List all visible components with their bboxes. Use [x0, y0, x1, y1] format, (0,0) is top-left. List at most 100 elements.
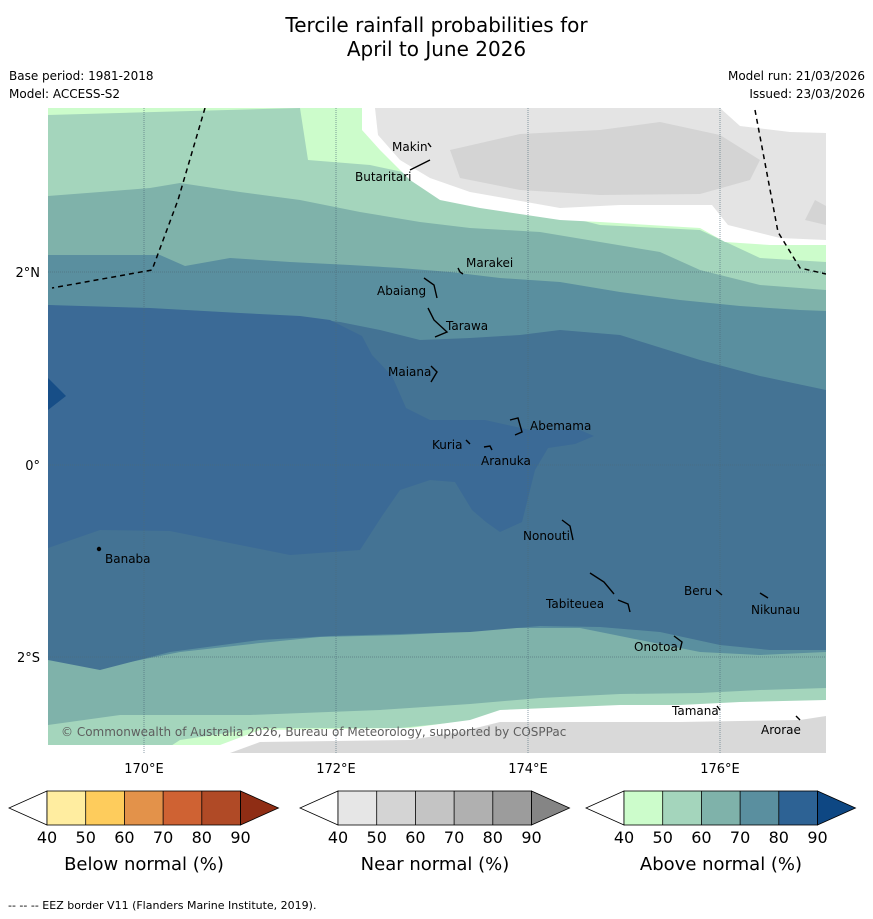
colorbar-below-tick: 40: [37, 828, 57, 847]
marakei-island: [457, 267, 464, 275]
label-banaba: Banaba: [105, 552, 151, 566]
colorbar-above-low-extend: [585, 790, 625, 826]
colorbar-near-segment: [415, 791, 455, 825]
nikunau-island: [759, 592, 769, 599]
island-outlines: [96, 142, 801, 721]
label-nikunau: Nikunau: [751, 603, 800, 617]
lon-label-172e: 172°E: [316, 762, 356, 777]
label-marakei: Marakei: [466, 256, 513, 270]
colorbar-near-high-extend: [531, 790, 571, 826]
near-normal-50-60-top: [450, 122, 760, 195]
label-aranuka: Aranuka: [481, 454, 531, 468]
abemama-island: [509, 417, 523, 436]
colorbar-near-segment: [376, 791, 416, 825]
near-normal-50-60-east: [805, 200, 826, 225]
colorbar-below-segment: [163, 791, 202, 825]
map-title-line1: Tercile rainfall probabilities for: [285, 13, 588, 37]
label-beru: Beru: [684, 584, 712, 598]
colorbar-above-tick: 60: [691, 828, 711, 847]
base-period: Base period: 1981-2018: [9, 69, 154, 83]
above-normal-90-wedge: [48, 378, 66, 410]
colorbar-below-frame: [46, 790, 241, 826]
butaritari-island: [409, 159, 431, 171]
colorbar-above-tick: 70: [730, 828, 750, 847]
onotoa-island: [673, 635, 683, 651]
tamana-island: [716, 705, 721, 711]
label-abemama: Abemama: [530, 419, 591, 433]
colorbar-below-segment: [124, 791, 164, 825]
lat-label-2n: 2°N: [16, 266, 41, 281]
label-kuria: Kuria: [432, 438, 463, 452]
above-normal-core-region: [48, 305, 594, 555]
label-butaritari: Butaritari: [355, 170, 412, 184]
colorbar-above-frame: [623, 790, 818, 826]
label-nonouti: Nonouti: [523, 529, 570, 543]
colorbar-above-segment: [624, 791, 663, 825]
colorbar-near-tick: 80: [483, 828, 503, 847]
nonouti-island: [561, 519, 574, 541]
colorbar-near-segment: [338, 791, 377, 825]
label-arorae: Arorae: [761, 723, 801, 737]
issued-date: Issued: 23/03/2026: [749, 87, 865, 101]
model-run: Model run: 21/03/2026: [727, 69, 865, 83]
graticule: [48, 108, 826, 753]
colorbar-above-segment: [778, 791, 818, 825]
colorbar-below-tick: 80: [192, 828, 212, 847]
colorbar-near-title: Near normal (%): [360, 854, 510, 875]
colorbar-below-tick: 60: [114, 828, 134, 847]
colorbar-above-high-extend: [817, 790, 857, 826]
colorbar-near-segment: [454, 791, 493, 825]
eez-border: [51, 108, 826, 289]
tarawa-island: [427, 307, 449, 338]
colorbar-near-tick: 60: [405, 828, 425, 847]
arorae-island: [795, 715, 801, 721]
label-maiana: Maiana: [388, 365, 431, 379]
beru-island: [715, 589, 723, 596]
colorbar-above-tick: 40: [614, 828, 634, 847]
eez-footnote: -- -- -- EEZ border V11 (Flanders Marine…: [8, 899, 317, 912]
colorbar-above-segment: [740, 791, 779, 825]
map-canvas: Makin Butaritari Marakei Abaiang Tarawa …: [48, 108, 826, 753]
colorbar-below-title: Below normal (%): [64, 854, 224, 875]
tabiteuea-island: [589, 572, 631, 613]
colorbar-group: 40 50 60 70 80 90 40 50 60 70 80 90 40 50 60 70 80 90: [8, 790, 857, 847]
lat-label-2s: 2°S: [17, 651, 40, 666]
colorbar-below-segment: [47, 791, 86, 825]
colorbar-near-tick: 90: [521, 828, 541, 847]
lat-label-0: 0°: [25, 459, 40, 474]
lon-label-170e: 170°E: [124, 762, 164, 777]
colorbar-below-low-extend: [8, 790, 48, 826]
colorbar-below-tick: 90: [230, 828, 250, 847]
label-tamana: Tamana: [671, 704, 719, 718]
colorbar-below-high-extend: [240, 790, 280, 826]
aranuka-island: [483, 445, 493, 451]
colorbar-above-segment: [662, 791, 702, 825]
colorbar-near-segment: [492, 791, 532, 825]
colorbar-below-tick: 50: [76, 828, 96, 847]
colorbar-near-low-extend: [299, 790, 339, 826]
colorbar-below-tick: 70: [153, 828, 173, 847]
colorbar-near-tick: 50: [367, 828, 387, 847]
colorbar-above-tick: 90: [807, 828, 827, 847]
label-onotoa: Onotoa: [634, 640, 678, 654]
colorbar-near-tick: 70: [444, 828, 464, 847]
colorbar-above-segment: [701, 791, 741, 825]
model-name: Model: ACCESS-S2: [9, 87, 121, 101]
colorbar-above-tick: 50: [653, 828, 673, 847]
label-abaiang: Abaiang: [377, 284, 426, 298]
banaba-island: [96, 546, 102, 552]
maiana-island: [430, 365, 438, 383]
abaiang-island: [423, 277, 438, 299]
label-tarawa: Tarawa: [445, 319, 488, 333]
colorbar-above-title: Above normal (%): [639, 854, 803, 875]
colorbar-above-tick: 80: [769, 828, 789, 847]
makin-island: [427, 142, 432, 148]
label-tabiteuea: Tabiteuea: [545, 597, 604, 611]
label-makin: Makin: [392, 140, 428, 154]
colorbar-below-segment: [85, 791, 125, 825]
colorbar-below-segment: [201, 791, 241, 825]
map-title-line2: April to June 2026: [346, 37, 527, 61]
copyright-notice: © Commonwealth of Australia 2026, Bureau…: [61, 725, 566, 739]
lon-label-176e: 176°E: [700, 762, 740, 777]
